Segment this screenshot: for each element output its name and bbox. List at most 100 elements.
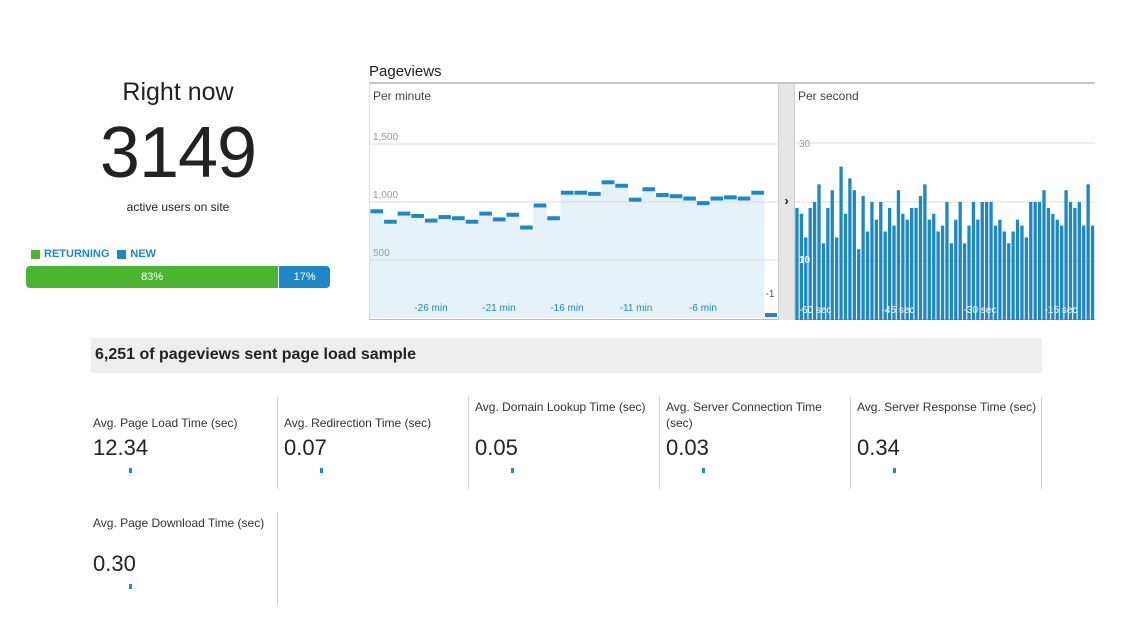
per-second-bar: [1073, 207, 1077, 320]
metric-value: 0.07: [284, 435, 327, 460]
metric-label: Avg. Server Connection Time (sec): [666, 400, 822, 430]
per-second-chart: 10 20 30 -60 sec -45 sec -30 sec -15 sec: [795, 139, 1095, 320]
per-minute-x-tick: -1: [766, 289, 775, 300]
per-second-bar: [1015, 219, 1020, 320]
legend-returning-label: RETURNING: [44, 248, 110, 260]
metric-label: Avg. Page Download Time (sec): [93, 516, 265, 530]
per-second-bar: [1077, 202, 1081, 320]
per-second-bar: [1086, 184, 1090, 320]
per-second-bar: [852, 190, 856, 320]
per-minute-y-tick: 500: [373, 248, 390, 259]
per-second-bar: [998, 219, 1002, 320]
metric-value: 12.34: [93, 435, 149, 460]
per-minute-point: [492, 217, 506, 222]
legend-returning: RETURNING: [31, 248, 109, 260]
per-second-bar: [967, 225, 971, 320]
per-minute-x-tick: -11 min: [620, 303, 653, 314]
per-second-bar: [870, 202, 874, 320]
per-second-bar: [989, 202, 993, 320]
per-minute-point: [588, 191, 601, 196]
per-minute-x-tick: -21 min: [482, 303, 515, 314]
per-second-bar: [1020, 225, 1024, 320]
pageviews-title: Pageviews: [369, 63, 442, 80]
per-second-bar: [865, 231, 870, 320]
metric-sparkline: [129, 584, 132, 589]
per-second-x-tick: -60 sec: [799, 305, 832, 316]
per-minute-y-tick: 1,000: [373, 190, 398, 201]
per-second-bar: [985, 202, 989, 320]
per-second-bar: [932, 213, 936, 320]
per-second-bar: [1068, 202, 1073, 320]
per-second-bar: [843, 213, 848, 320]
per-minute-current-point: [765, 313, 777, 317]
per-second-bar: [962, 243, 967, 320]
per-second-bar: [857, 249, 861, 320]
per-minute-chart: 500 1,000 1,500 -26 min -21 min -16 min -11 mi…: [370, 132, 779, 318]
per-second-bar: [896, 190, 901, 320]
per-second-bar: [883, 231, 887, 320]
per-minute-point: [628, 197, 642, 202]
per-second-bar: [914, 207, 918, 320]
per-second-bar: [1037, 202, 1042, 320]
per-minute-point: [710, 196, 724, 201]
metric-label: Avg. Redirection Time (sec): [284, 416, 432, 430]
per-minute-point: [683, 196, 696, 201]
per-minute-point: [615, 183, 628, 188]
pageviews-divider: [369, 82, 1095, 84]
per-minute-point: [520, 225, 533, 230]
per-second-bar: [1024, 237, 1029, 320]
per-second-y-tick: 10: [799, 255, 811, 266]
metric-value: 0.03: [666, 435, 709, 460]
per-minute-point: [384, 219, 397, 224]
metric-label: Avg. Server Response Time (sec): [857, 400, 1037, 414]
per-second-x-tick: -15 sec: [1045, 305, 1078, 316]
per-minute-point: [452, 216, 465, 221]
returning-segment: 83%: [26, 266, 279, 288]
per-second-bar: [923, 184, 927, 320]
per-second-y-tick: 30: [799, 139, 811, 150]
per-second-bar: [892, 225, 896, 320]
legend-new-label: NEW: [130, 248, 157, 260]
per-second-bar: [1082, 225, 1086, 320]
per-minute-point: [424, 218, 438, 223]
per-second-bar: [971, 202, 976, 320]
per-second-bar: [817, 184, 821, 320]
per-minute-point: [696, 201, 710, 206]
per-second-bar: [812, 202, 817, 320]
metric-sparkline: [320, 468, 323, 473]
per-second-bar: [835, 237, 839, 320]
per-second-bar: [1002, 231, 1006, 320]
new-swatch-icon: [117, 249, 127, 259]
per-second-bar: [1090, 225, 1095, 320]
per-second-bar: [808, 207, 812, 320]
per-minute-point: [656, 193, 669, 198]
metric-redirection-time: Avg. Redirection Time (sec) 0.07: [278, 397, 469, 489]
per-minute-panel: 500 1,000 1,500 -26 min -21 min -16 min -11 mi…: [369, 84, 779, 320]
per-minute-y-tick: 1,500: [373, 132, 398, 143]
per-second-bar: [795, 207, 799, 320]
per-second-bar: [830, 190, 834, 320]
per-second-bar: [879, 202, 883, 320]
metric-sparkline: [511, 468, 514, 473]
legend-new: NEW: [117, 248, 156, 260]
active-users-count: 3149: [99, 113, 257, 193]
per-minute-point: [751, 190, 764, 195]
visitor-legend: RETURNING NEW: [31, 248, 156, 260]
metric-label: Avg. Domain Lookup Time (sec): [475, 400, 646, 414]
chevron-right-icon: ›: [784, 193, 789, 208]
chart-splitter[interactable]: ›: [778, 84, 795, 320]
per-minute-point: [669, 194, 683, 199]
metric-server-response-time: Avg. Server Response Time (sec) 0.34: [851, 397, 1042, 489]
per-minute-x-tick: -26 min: [414, 303, 447, 314]
per-second-label: Per second: [798, 89, 859, 103]
per-minute-label: Per minute: [373, 89, 432, 103]
per-second-bar: [927, 219, 931, 320]
per-second-bar: [1055, 219, 1059, 320]
visitor-split-bar: 83% 17%: [26, 266, 330, 288]
per-second-bar: [1033, 202, 1037, 320]
per-second-bar: [918, 196, 923, 320]
per-minute-x-tick: -6 min: [689, 303, 717, 314]
metric-page-download-time: Avg. Page Download Time (sec) 0.30: [87, 513, 278, 605]
per-second-x-tick: -45 sec: [882, 305, 915, 316]
per-second-bar: [826, 207, 830, 320]
